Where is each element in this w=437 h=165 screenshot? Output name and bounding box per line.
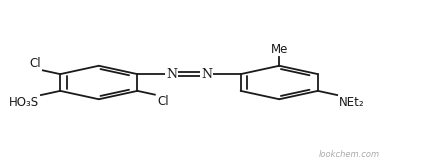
Text: lookchem.com: lookchem.com (319, 150, 380, 159)
Text: Me: Me (271, 43, 288, 56)
Text: Cl: Cl (29, 57, 41, 70)
Text: NEt₂: NEt₂ (339, 96, 365, 109)
Text: N: N (201, 68, 212, 81)
Text: N: N (166, 68, 177, 81)
Text: Cl: Cl (157, 95, 169, 108)
Text: HO₃S: HO₃S (9, 96, 39, 109)
